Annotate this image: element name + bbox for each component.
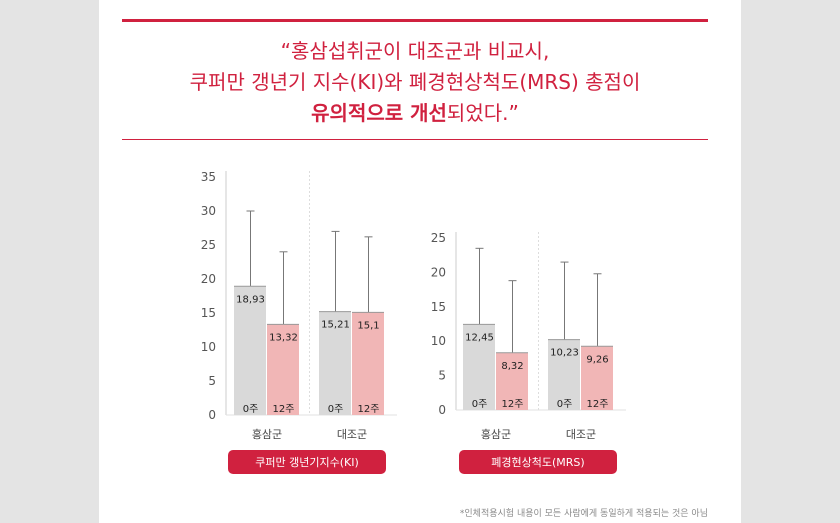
content-card bbox=[99, 0, 741, 523]
bar-week-label: 0주 bbox=[328, 404, 344, 415]
y-tick-label: 10 bbox=[201, 340, 216, 354]
y-tick-label: 20 bbox=[201, 272, 216, 286]
bar bbox=[267, 324, 299, 415]
headline-emphasis: 유의적으로 개선 bbox=[311, 101, 447, 125]
bar-value-label: 12,45 bbox=[465, 332, 494, 343]
y-tick-label: 5 bbox=[208, 374, 216, 388]
bar-week-label: 0주 bbox=[243, 404, 259, 415]
bar bbox=[548, 339, 580, 410]
chart-title-badge bbox=[228, 450, 386, 474]
bar bbox=[496, 352, 528, 410]
chart-title-badge bbox=[459, 450, 617, 474]
bar-week-label: 0주 bbox=[472, 399, 488, 410]
category-label: 홍삼군 bbox=[252, 427, 282, 441]
footnote: *인체적용시험 내용이 모든 사람에게 동일하게 적용되는 것은 아님 bbox=[459, 509, 708, 519]
headline-line-1: “홍삼섭취군이 대조군과 비교시, bbox=[280, 39, 550, 63]
y-tick-label: 5 bbox=[438, 369, 446, 383]
y-tick-label: 25 bbox=[201, 238, 216, 252]
y-tick-label: 15 bbox=[431, 300, 446, 314]
headline: “홍삼섭취군이 대조군과 비교시, 쿠퍼만 갱년기 지수(KI)와 폐경현상척도… bbox=[122, 36, 708, 129]
category-label: 홍삼군 bbox=[481, 427, 511, 441]
bar-week-label: 12주 bbox=[587, 399, 609, 410]
y-tick-label: 0 bbox=[208, 408, 216, 422]
headline-line-2: 쿠퍼만 갱년기 지수(KI)와 폐경현상척도(MRS) 총점이 bbox=[189, 70, 641, 94]
category-label: 대조군 bbox=[566, 428, 596, 441]
headline-line-3: 유의적으로 개선되었다.” bbox=[122, 98, 708, 129]
bar-value-label: 8,32 bbox=[501, 361, 523, 372]
y-tick-label: 15 bbox=[201, 306, 216, 320]
bar bbox=[352, 312, 384, 415]
bar bbox=[319, 311, 351, 415]
y-tick-label: 0 bbox=[438, 403, 446, 417]
y-tick-label: 30 bbox=[201, 204, 216, 218]
headline-line-3-rest: 되었다.” bbox=[446, 101, 519, 125]
top-rule bbox=[122, 19, 708, 22]
bar-week-label: 12주 bbox=[273, 404, 295, 415]
category-label: 대조군 bbox=[337, 428, 367, 441]
y-tick-label: 25 bbox=[431, 231, 446, 245]
bar bbox=[463, 324, 495, 410]
bottom-rule bbox=[122, 139, 708, 140]
bar bbox=[234, 286, 266, 415]
chart-title: 쿠퍼만 갱년기지수(KI) bbox=[255, 456, 359, 469]
y-tick-label: 20 bbox=[431, 265, 446, 279]
y-tick-label: 10 bbox=[431, 334, 446, 348]
bar-week-label: 12주 bbox=[358, 404, 380, 415]
bar-value-label: 18,93 bbox=[236, 294, 265, 305]
y-tick-label: 35 bbox=[201, 170, 216, 184]
bar-value-label: 13,32 bbox=[269, 332, 298, 343]
bar-value-label: 10,23 bbox=[550, 348, 579, 359]
bar-value-label: 15,1 bbox=[357, 320, 379, 331]
bar bbox=[581, 346, 613, 410]
bar-value-label: 9,26 bbox=[586, 354, 608, 365]
bar-value-label: 15,21 bbox=[321, 320, 350, 331]
bar-week-label: 0주 bbox=[557, 399, 573, 410]
chart-title: 폐경현상척도(MRS) bbox=[491, 456, 584, 469]
bar-week-label: 12주 bbox=[502, 399, 524, 410]
